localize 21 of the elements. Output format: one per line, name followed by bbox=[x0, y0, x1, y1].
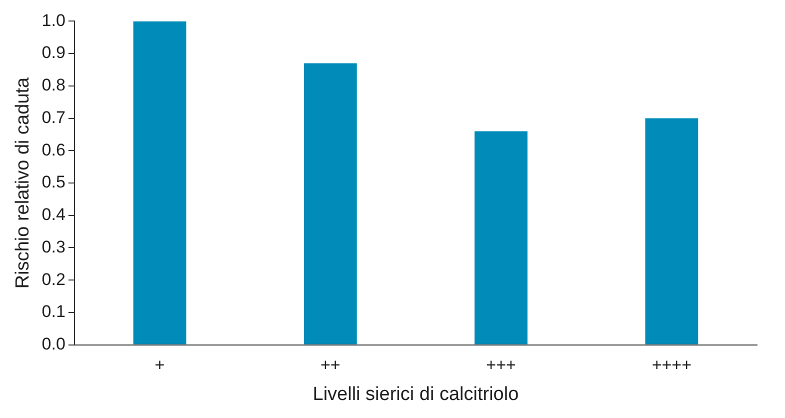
x-tick-label: ++++ bbox=[652, 356, 692, 375]
y-tick-label: 0.3 bbox=[42, 237, 66, 256]
bar bbox=[304, 63, 357, 344]
y-tick-label: 0.8 bbox=[42, 76, 66, 95]
y-tick-label: 0.4 bbox=[42, 205, 66, 224]
bar bbox=[474, 131, 528, 344]
x-tick-label: ++ bbox=[320, 356, 340, 375]
x-tick-label: + bbox=[154, 356, 165, 375]
y-tick-label: 0.6 bbox=[42, 140, 66, 160]
x-axis-title: Livelli sierici di calcitriolo bbox=[312, 384, 519, 405]
y-axis-title: Rischio relativo di caduta bbox=[12, 76, 34, 289]
y-tick-label: 0.5 bbox=[42, 172, 66, 192]
x-tick-label: +++ bbox=[486, 356, 516, 375]
y-tick-label: 0.7 bbox=[42, 108, 66, 127]
y-tick-label: 0.9 bbox=[42, 43, 66, 62]
y-tick-label: 0.0 bbox=[42, 334, 66, 354]
y-tick-label: 0.1 bbox=[42, 302, 66, 322]
bar bbox=[645, 118, 698, 344]
bar bbox=[133, 21, 186, 344]
y-tick-label: 0.2 bbox=[42, 270, 66, 289]
y-tick-label: 1.0 bbox=[42, 10, 66, 30]
